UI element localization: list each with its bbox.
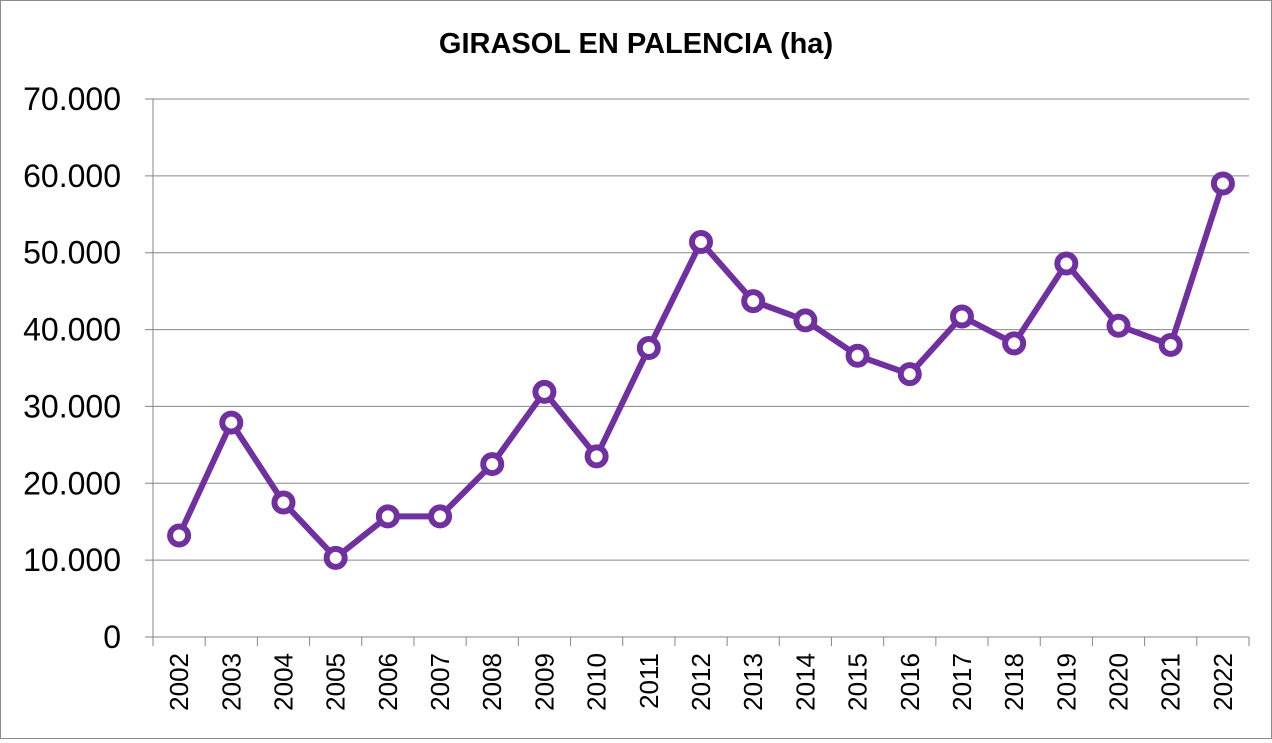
y-tick-label: 40.000 xyxy=(23,312,121,348)
x-tick-label: 2003 xyxy=(216,653,246,711)
x-tick-label: 2017 xyxy=(947,653,977,711)
series-group xyxy=(167,171,1235,570)
x-tick-label: 2009 xyxy=(529,653,559,711)
data-point xyxy=(1054,251,1079,276)
data-point xyxy=(793,308,818,333)
data-point xyxy=(532,379,557,404)
axes xyxy=(145,99,1249,638)
data-point xyxy=(584,444,609,469)
x-tick-label: 2013 xyxy=(738,653,768,711)
y-tick-label: 70.000 xyxy=(23,81,121,117)
data-point xyxy=(897,362,922,387)
x-tick-label: 2022 xyxy=(1208,653,1238,711)
chart-title: GIRASOL EN PALENCIA (ha) xyxy=(439,28,833,60)
gridlines xyxy=(145,98,1249,561)
x-tick-label: 2012 xyxy=(686,653,716,711)
x-tick-label: 2004 xyxy=(268,653,298,711)
x-tick-label: 2018 xyxy=(999,653,1029,711)
data-point xyxy=(480,452,505,477)
data-point xyxy=(323,545,348,570)
data-point xyxy=(1002,331,1027,356)
x-tick-label: 2015 xyxy=(843,653,873,711)
y-tick-label: 0 xyxy=(103,619,121,655)
x-tick-label: 2010 xyxy=(582,653,612,711)
x-axis-ticks: 2002 2003 2004 2005 2006 2007 2008 2009 2010 2011… xyxy=(152,637,1250,711)
data-point xyxy=(741,289,766,314)
x-tick-label: 2007 xyxy=(425,653,455,711)
y-axis-ticks: 0 10.000 20.000 30.000 40.000 50.000 60.000 70.… xyxy=(23,81,121,655)
data-point xyxy=(689,229,713,254)
data-point xyxy=(167,523,192,548)
data-point xyxy=(1158,332,1183,357)
data-point xyxy=(845,343,870,368)
x-tick-label: 2021 xyxy=(1156,653,1186,711)
x-tick-label: 2016 xyxy=(895,653,925,711)
data-point xyxy=(271,490,296,515)
x-tick-label: 2019 xyxy=(1051,653,1081,711)
data-point xyxy=(1106,313,1131,338)
data-point xyxy=(1210,171,1235,196)
data-point xyxy=(636,336,661,361)
x-tick-label: 2005 xyxy=(321,653,351,711)
x-tick-label: 2014 xyxy=(790,653,820,711)
x-tick-label: 2008 xyxy=(477,653,507,711)
y-tick-label: 10.000 xyxy=(23,542,121,578)
y-tick-label: 30.000 xyxy=(23,388,121,424)
x-tick-label: 2002 xyxy=(164,653,194,711)
y-tick-label: 50.000 xyxy=(23,235,121,271)
data-point xyxy=(949,304,974,329)
x-tick-label: 2006 xyxy=(373,653,403,711)
x-tick-label: 2011 xyxy=(634,653,664,709)
y-tick-label: 60.000 xyxy=(23,158,121,194)
data-point xyxy=(428,504,453,529)
y-tick-label: 20.000 xyxy=(23,465,121,501)
data-point xyxy=(375,504,400,529)
x-tick-label: 2020 xyxy=(1104,653,1134,711)
data-point xyxy=(219,410,244,435)
